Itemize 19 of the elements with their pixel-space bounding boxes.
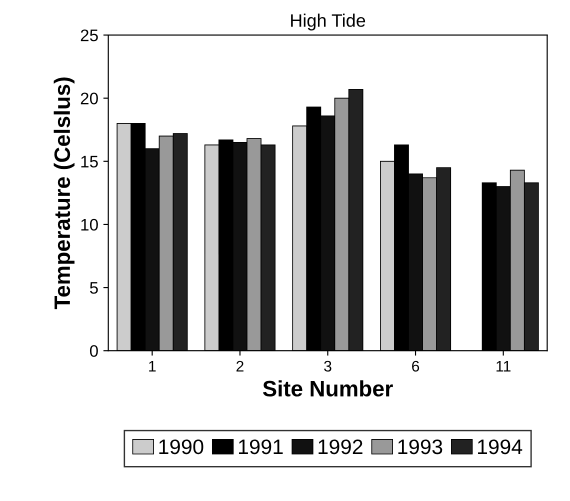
- chart-title: High Tide: [291, 14, 366, 30]
- x-tick-label: 3: [324, 360, 332, 372]
- y-tick-label: 25: [80, 29, 98, 42]
- legend-label: 1993: [398, 439, 442, 454]
- legend-label: 1991: [238, 439, 283, 454]
- y-tick-label: 10: [81, 218, 98, 231]
- legend-label: 1990: [159, 439, 204, 454]
- y-axis-title: Temperature (Celslus): [54, 77, 74, 310]
- legend-label: 1992: [318, 439, 362, 454]
- y-tick-label: 0: [90, 345, 98, 357]
- x-axis-title: Site Number: [262, 380, 393, 397]
- x-tick-label: 2: [236, 360, 244, 372]
- x-tick-label: 1: [149, 360, 156, 372]
- x-tick-label: 6: [412, 360, 420, 372]
- y-tick-label: 20: [80, 92, 98, 104]
- x-tick-label: 11: [496, 360, 510, 372]
- y-tick-label: 5: [90, 282, 98, 294]
- y-tick-label: 15: [81, 156, 98, 168]
- legend-label: 1994: [478, 439, 522, 454]
